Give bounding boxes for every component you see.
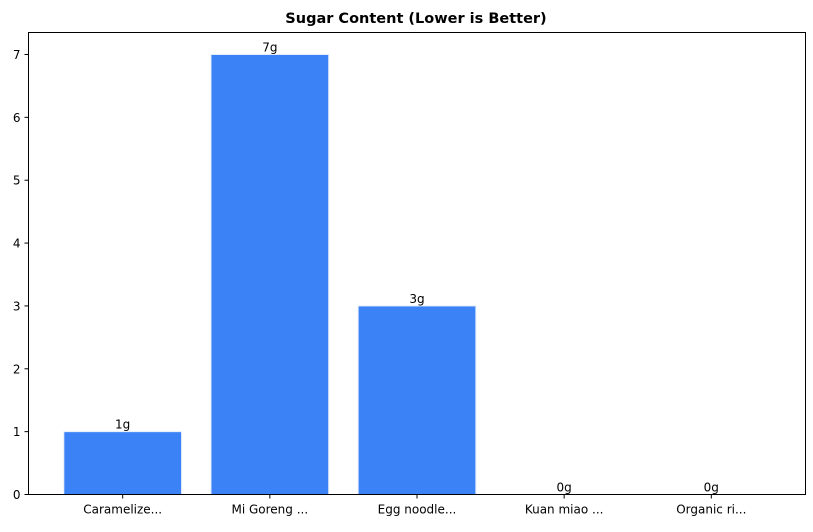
x-tick-label: Egg noodle... [378, 503, 457, 517]
data-label: 0g [704, 481, 719, 495]
chart-title: Sugar Content (Lower is Better) [285, 11, 546, 27]
y-tick-label: 3 [13, 299, 21, 313]
y-tick-label: 7 [13, 48, 21, 62]
x-tick-label: Kuan miao ... [525, 503, 604, 517]
y-tick-label: 1 [13, 425, 21, 439]
data-label: 7g [262, 41, 277, 55]
data-label: 3g [409, 292, 424, 306]
bar [63, 431, 183, 495]
x-tick-label: Organic ri... [676, 503, 746, 517]
data-label: 1g [115, 418, 130, 432]
x-tick-label: Caramelize... [83, 503, 162, 517]
bar [357, 305, 477, 495]
y-tick-label: 4 [13, 237, 21, 251]
y-tick-label: 0 [13, 488, 21, 502]
data-label: 0g [557, 481, 572, 495]
y-tick-label: 6 [13, 111, 21, 125]
bar [210, 54, 330, 495]
x-tick-label: Mi Goreng ... [231, 503, 308, 517]
plot-frame [28, 32, 806, 495]
y-tick-label: 5 [13, 174, 21, 188]
y-tick-label: 2 [13, 362, 21, 376]
